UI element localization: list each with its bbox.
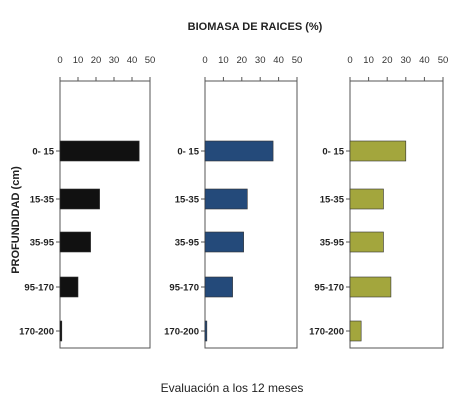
panel-1: 0 10 20 30 40 50 0- 15 15-35 35-95 95-170 170-200 (19, 55, 156, 349)
bar (204, 140, 274, 162)
category-label: 35-95 (30, 238, 55, 249)
bar (349, 140, 407, 162)
bar (349, 188, 384, 210)
panel-frame (204, 80, 298, 349)
bar (59, 320, 63, 342)
x-tick-label: 0 (202, 55, 207, 66)
panel-3: 0 10 20 30 40 50 0- 15 15-35 35-95 95-170 170-200 (309, 55, 449, 349)
x-tick-label: 50 (292, 55, 303, 66)
category-label: 0- 15 (32, 147, 54, 158)
category-label: 15-35 (175, 195, 200, 206)
category-label: 0- 15 (177, 147, 199, 158)
x-tick-label: 40 (127, 55, 138, 66)
x-tick-label: 30 (255, 55, 266, 66)
bar (59, 140, 140, 162)
bar (59, 231, 91, 253)
panel-frame (59, 80, 151, 349)
bar (349, 320, 362, 342)
category-label: 95-170 (314, 283, 344, 294)
x-tick-label: 10 (363, 55, 374, 66)
category-label: 95-170 (169, 283, 199, 294)
x-tick-label: 0 (57, 55, 62, 66)
bar (204, 231, 244, 253)
bar (204, 276, 233, 298)
panels-group: 0 10 20 30 40 500- 1515-3535-9595-170170-2000… (19, 55, 449, 349)
category-label: 170-200 (164, 327, 199, 338)
chart-title: BIOMASA DE RAICES (%) (188, 21, 323, 33)
panel-frame (349, 80, 444, 349)
bar (349, 276, 392, 298)
x-tick-label: 30 (109, 55, 120, 66)
bar (204, 320, 208, 342)
x-tick-label: 50 (438, 55, 449, 66)
category-label: 0- 15 (322, 147, 344, 158)
bar (59, 276, 79, 298)
x-tick-label: 20 (237, 55, 248, 66)
category-label: 170-200 (19, 327, 54, 338)
x-tick-label: 40 (419, 55, 430, 66)
x-tick-label: 50 (145, 55, 156, 66)
category-label: 95-170 (24, 283, 54, 294)
category-label: 15-35 (30, 195, 55, 206)
x-tick-label: 40 (273, 55, 284, 66)
x-tick-label: 30 (401, 55, 412, 66)
x-tick-label: 0 (347, 55, 352, 66)
category-label: 170-200 (309, 327, 344, 338)
x-tick-label: 20 (382, 55, 393, 66)
x-tick-label: 10 (73, 55, 84, 66)
bar (59, 188, 100, 210)
x-tick-label: 20 (91, 55, 102, 66)
category-label: 35-95 (175, 238, 200, 249)
category-label: 35-95 (320, 238, 345, 249)
bar (349, 231, 384, 253)
category-label: 15-35 (320, 195, 345, 206)
y-axis-label: PROFUNDIDAD (cm) (10, 166, 22, 274)
figure-caption: Evaluación a los 12 meses (161, 381, 304, 395)
panel-2: 0 10 20 30 40 50 0- 15 15-35 35-95 95-170 170-200 (164, 55, 303, 349)
bar (204, 188, 248, 210)
x-tick-label: 10 (218, 55, 229, 66)
